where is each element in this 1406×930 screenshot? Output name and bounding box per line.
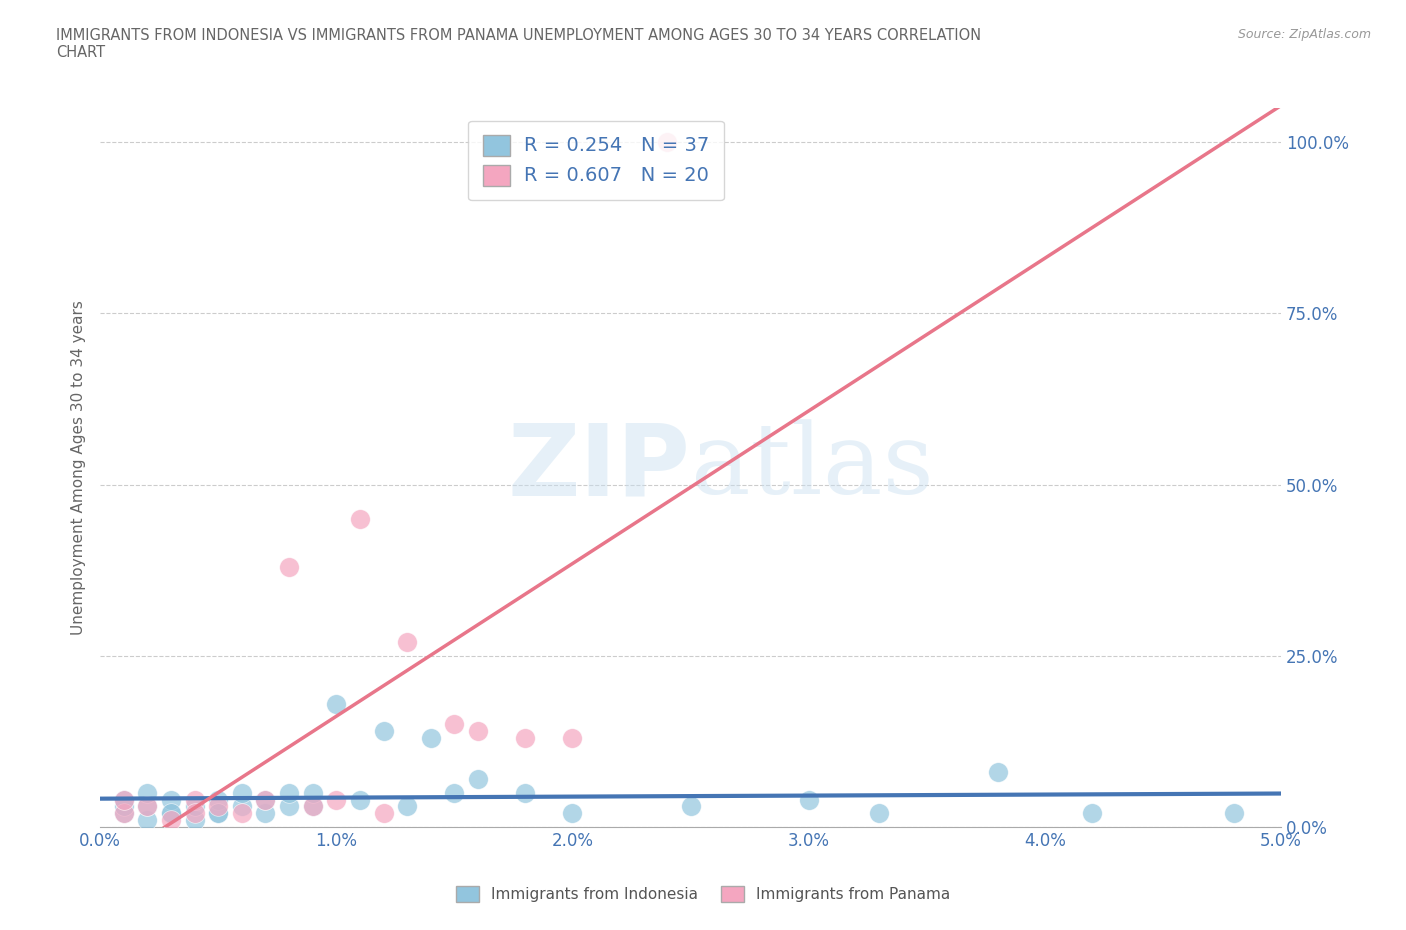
Point [183, 792, 205, 807]
Point [112, 806, 135, 821]
Point [231, 785, 253, 800]
Point [301, 799, 323, 814]
Point [278, 799, 301, 814]
Point [254, 792, 277, 807]
Point [443, 717, 465, 732]
Point [515, 785, 537, 800]
Point [231, 799, 253, 814]
Point [1222, 806, 1244, 821]
Point [136, 799, 159, 814]
Text: atlas: atlas [690, 419, 934, 515]
Point [160, 806, 183, 821]
Point [254, 792, 277, 807]
Point [183, 806, 205, 821]
Point [443, 785, 465, 800]
Point [112, 806, 135, 821]
Point [987, 764, 1010, 779]
Point [467, 772, 489, 787]
Point [112, 799, 135, 814]
Point [160, 806, 183, 821]
Point [183, 799, 205, 814]
Point [396, 634, 419, 649]
Legend: Immigrants from Indonesia, Immigrants from Panama: Immigrants from Indonesia, Immigrants fr… [450, 880, 956, 909]
Point [136, 813, 159, 828]
Point [207, 792, 229, 807]
Point [231, 806, 253, 821]
Point [373, 806, 395, 821]
Text: IMMIGRANTS FROM INDONESIA VS IMMIGRANTS FROM PANAMA UNEMPLOYMENT AMONG AGES 30 T: IMMIGRANTS FROM INDONESIA VS IMMIGRANTS … [56, 28, 981, 60]
Point [467, 724, 489, 738]
Point [419, 731, 441, 746]
Point [160, 813, 183, 828]
Point [207, 806, 229, 821]
Text: Source: ZipAtlas.com: Source: ZipAtlas.com [1237, 28, 1371, 41]
Point [373, 724, 395, 738]
Point [396, 799, 419, 814]
Point [655, 135, 678, 150]
Point [254, 806, 277, 821]
Point [278, 785, 301, 800]
Point [207, 799, 229, 814]
Point [515, 731, 537, 746]
Point [136, 785, 159, 800]
Point [325, 792, 347, 807]
Y-axis label: Unemployment Among Ages 30 to 34 years: Unemployment Among Ages 30 to 34 years [72, 300, 86, 635]
Point [797, 792, 820, 807]
Point [561, 731, 583, 746]
Point [207, 806, 229, 821]
Point [679, 799, 702, 814]
Point [112, 792, 135, 807]
Point [183, 813, 205, 828]
Point [349, 512, 371, 526]
Point [349, 792, 371, 807]
Point [325, 697, 347, 711]
Point [301, 799, 323, 814]
Point [561, 806, 583, 821]
Point [136, 799, 159, 814]
Point [278, 559, 301, 574]
Point [869, 806, 891, 821]
Point [1081, 806, 1104, 821]
Point [112, 792, 135, 807]
Point [160, 792, 183, 807]
Legend: R = 0.254   N = 37, R = 0.607   N = 20: R = 0.254 N = 37, R = 0.607 N = 20 [468, 121, 724, 200]
Text: ZIP: ZIP [508, 419, 690, 516]
Point [301, 785, 323, 800]
